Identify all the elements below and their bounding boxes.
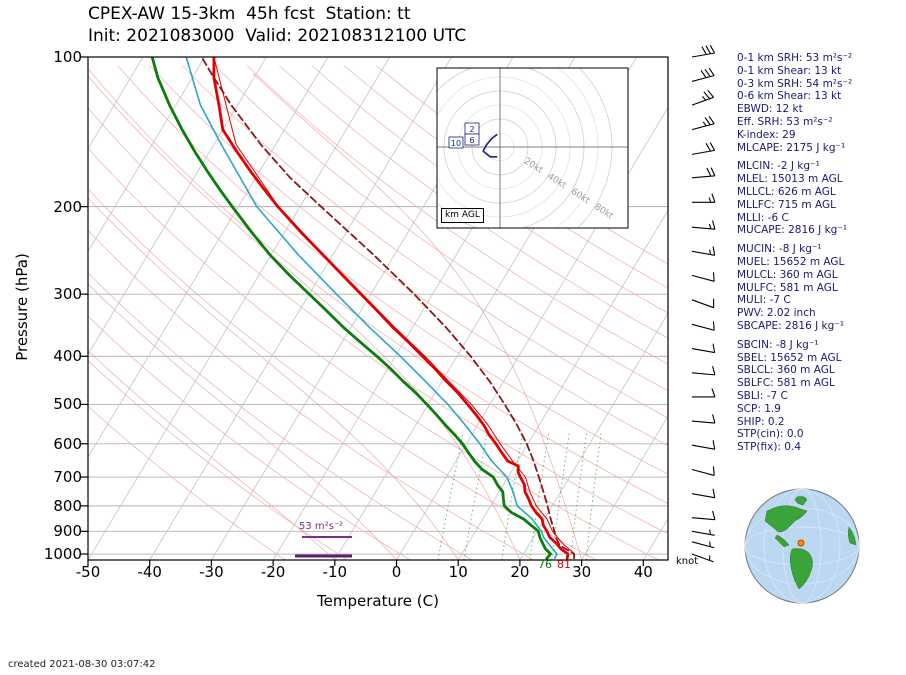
y-tick-label: 1000 (43, 545, 82, 564)
stat-line: MUCIN: -8 J kg⁻¹ (737, 243, 822, 256)
y-tick-label: 300 (53, 285, 82, 304)
barb-unit-label: knot (676, 556, 699, 567)
wind-barbs-column (691, 44, 716, 563)
y-tick-label: 100 (53, 48, 82, 66)
stat-line: MLLI: -6 C (737, 211, 789, 224)
stat-line: 0-1 km Shear: 13 kt (737, 64, 842, 77)
stat-line: MLCIN: -2 J kg⁻¹ (737, 160, 820, 173)
hodograph-altitude-marker (464, 133, 480, 146)
y-tick-label: 600 (53, 434, 82, 453)
stats-panel: 0-1 km SRH: 53 m²s⁻² 0-1 km Shear: 13 kt 0… (737, 52, 905, 460)
y-tick-label: 400 (53, 347, 82, 366)
stat-line: MULCL: 360 m AGL (737, 268, 838, 281)
y-tick-label: 800 (53, 496, 82, 515)
stat-line: MLEL: 15013 m AGL (737, 173, 843, 186)
stat-line: 0-3 km SRH: 54 m²s⁻² (737, 77, 853, 90)
series-parcel-path (200, 57, 575, 560)
x-tick-label: 10 (448, 563, 468, 581)
stats-group: MUCIN: -8 J kg⁻¹ MUEL: 15652 m AGL MULCL: … (737, 243, 905, 333)
stat-line: MUEL: 15652 m AGL (737, 255, 845, 268)
stat-line: MLLFC: 715 m AGL (737, 198, 836, 211)
plot-frame (87, 56, 669, 561)
station-location-marker (797, 539, 805, 547)
stat-line: SBCAPE: 2816 J kg⁻¹ (737, 319, 845, 332)
stat-line: MLLCL: 626 m AGL (737, 185, 836, 198)
stat-line: PWV: 2.02 inch (737, 307, 816, 320)
stat-line: MUCAPE: 2816 J kg⁻¹ (737, 224, 848, 237)
surface-temp-f: 81 (557, 558, 571, 571)
y-axis-label: Pressure (hPa) (13, 253, 31, 361)
stat-line: STP(fix): 0.4 (737, 441, 802, 454)
x-tick-label: -30 (199, 563, 224, 581)
stats-group: 0-1 km SRH: 53 m²s⁻² 0-1 km Shear: 13 kt 0… (737, 52, 905, 154)
stat-line: SBEL: 15652 m AGL (737, 351, 842, 364)
hodograph-unit-label: km AGL (441, 208, 484, 223)
x-tick-label: -50 (75, 563, 101, 581)
figure-subtitle: Init: 2021083000 Valid: 202108312100 UTC (88, 26, 467, 46)
surface-dewpoint-f: 76 (538, 558, 552, 571)
x-tick-label: 0 (391, 563, 402, 581)
stat-line: K-index: 29 (737, 128, 796, 141)
svg-text:10: 10 (451, 139, 461, 148)
stat-line: 0-1 km SRH: 53 m²s⁻² (737, 52, 853, 64)
stat-line: SHIP: 0.2 (737, 415, 785, 428)
x-axis-label: Temperature (C) (317, 592, 439, 610)
x-tick-label: -10 (322, 563, 348, 581)
globe-landmasses (764, 496, 857, 590)
svg-text:6: 6 (469, 136, 474, 145)
created-timestamp: created 2021-08-30 03:07:42 (8, 659, 156, 670)
globe-map (744, 488, 860, 604)
x-tick-label: 20 (510, 563, 530, 581)
hodograph-trace (482, 133, 498, 158)
stats-group: SBCIN: -8 J kg⁻¹ SBEL: 15652 m AGL SBLCL: … (737, 339, 905, 454)
stat-line: SBLCL: 360 m AGL (737, 364, 835, 377)
stats-group: MLCIN: -2 J kg⁻¹ MLEL: 15013 m AGL MLLCL: … (737, 160, 905, 237)
figure-title: CPEX-AW 15-3km 45h fcst Station: tt (88, 4, 411, 24)
stat-line: SCP: 1.9 (737, 402, 781, 415)
stat-line: MULFC: 581 m AGL (737, 281, 838, 294)
y-tick-label: 200 (53, 197, 82, 216)
y-tick-label: 500 (53, 395, 82, 414)
series-dewpoint (150, 57, 552, 560)
stat-line: Eff. SRH: 53 m²s⁻² (737, 115, 833, 128)
series-wet-bulb (185, 57, 558, 560)
srh-marker-label: 53 m²s⁻² (299, 521, 344, 532)
x-tick-label: 40 (633, 563, 653, 581)
stat-line: SBLFC: 581 m AGL (737, 377, 835, 390)
series-temperature (212, 57, 570, 560)
y-tick-label: 700 (53, 468, 82, 487)
y-tick-label: 900 (53, 522, 82, 541)
x-tick-label: -40 (137, 563, 162, 581)
stat-line: EBWD: 12 kt (737, 103, 803, 116)
stat-line: MULI: -7 C (737, 294, 791, 307)
x-tick-label: 30 (572, 563, 592, 581)
plot-area (88, 57, 668, 560)
hodograph-altitude-marker (448, 136, 464, 149)
stat-line: SBLI: -7 C (737, 389, 788, 402)
stat-line: STP(cin): 0.0 (737, 428, 804, 441)
surface-values: 76 81 (538, 558, 571, 571)
stat-line: MLCAPE: 2175 J kg⁻¹ (737, 141, 846, 154)
stat-line: SBCIN: -8 J kg⁻¹ (737, 338, 819, 351)
svg-text:2: 2 (469, 125, 474, 134)
x-tick-label: -20 (260, 563, 286, 581)
stat-line: 0-6 km Shear: 13 kt (737, 90, 842, 103)
